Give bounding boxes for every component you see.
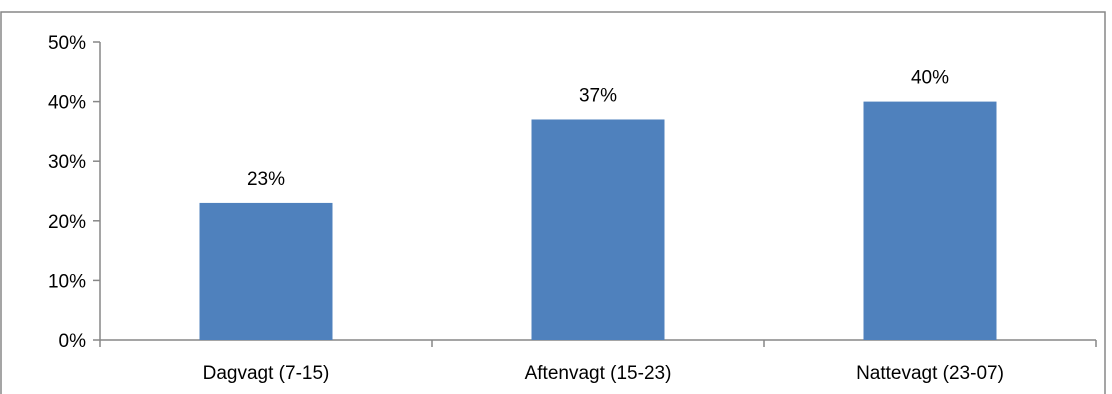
category-label: Dagvagt (7-15) xyxy=(203,363,330,384)
y-tick-label: 30% xyxy=(48,152,86,173)
y-axis-ticks: 0% 10% 20% 30% 40% 50% xyxy=(48,33,100,352)
bar xyxy=(199,202,333,340)
bar-data-label: 23% xyxy=(247,169,285,190)
bar-series xyxy=(199,101,997,340)
chart-title-strip xyxy=(0,0,1112,8)
y-tick-label: 50% xyxy=(48,33,86,54)
bar-data-label: 37% xyxy=(579,85,617,106)
y-tick-label: 20% xyxy=(48,212,86,233)
x-axis-ticks xyxy=(99,340,1097,347)
bar-data-label: 40% xyxy=(911,68,949,89)
y-tick-label: 10% xyxy=(48,271,86,292)
category-label: Nattevagt (23-07) xyxy=(856,363,1004,384)
y-tick-label: 40% xyxy=(48,93,86,114)
bar xyxy=(863,101,997,340)
bar xyxy=(531,119,665,340)
chart-border xyxy=(0,11,1106,394)
data-labels: 23% 37% 40% xyxy=(247,68,949,190)
y-tick-label: 0% xyxy=(59,331,87,352)
category-labels: Dagvagt (7-15) Aftenvagt (15-23) Nattevagt… xyxy=(203,363,1004,384)
category-label: Aftenvagt (15-23) xyxy=(525,363,672,384)
